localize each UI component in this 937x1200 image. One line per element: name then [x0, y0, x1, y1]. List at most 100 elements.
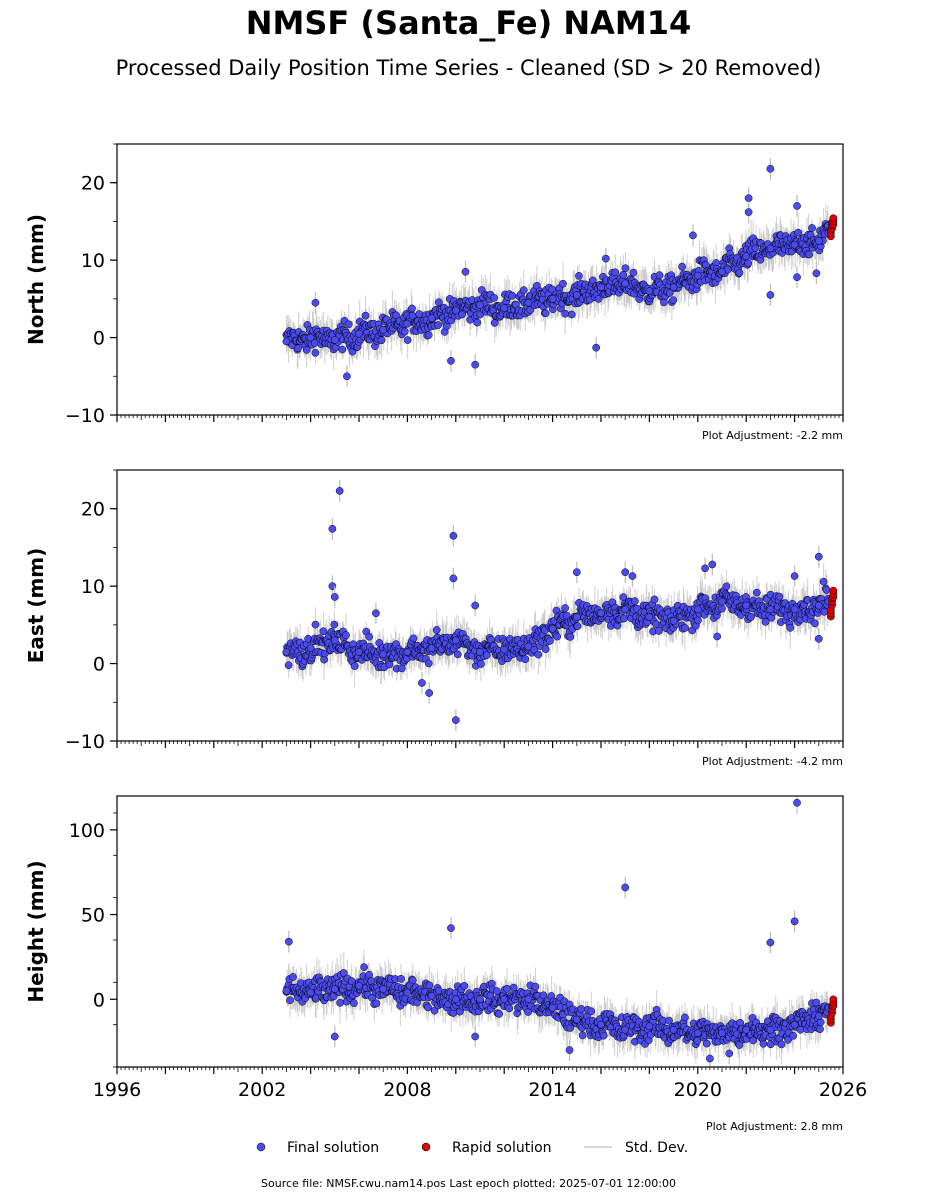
outlier-point — [812, 269, 821, 278]
outlier-point — [425, 689, 434, 697]
final-point — [500, 645, 509, 654]
legend-marker — [256, 1142, 266, 1152]
final-point — [403, 988, 412, 997]
final-point — [451, 995, 460, 1004]
panel-2: −10 0 10 20 East (mm) Plot Adjustment: -4.2 m… — [24, 469, 844, 768]
final-solution-cloud — [282, 220, 832, 357]
final-point — [669, 617, 678, 625]
final-solution-points — [282, 229, 833, 346]
outlier-point — [766, 291, 775, 299]
x-tick-label: 2002 — [238, 1079, 286, 1101]
outlier-point — [766, 938, 775, 947]
final-point — [306, 644, 315, 652]
x-tick-label: 2008 — [383, 1079, 431, 1101]
chart-subtitle: Processed Daily Position Time Series - C… — [115, 56, 822, 80]
source-caption: Source file: NMSF.cwu.nam14.pos Last epo… — [261, 1177, 676, 1190]
final-point — [597, 609, 605, 618]
outlier-points — [328, 480, 823, 731]
outlier-point — [449, 531, 458, 540]
legend-item: Rapid solution — [421, 1140, 552, 1156]
plot-area — [282, 796, 838, 1067]
final-point — [693, 1029, 702, 1037]
x-tick-label: 1996 — [93, 1079, 141, 1101]
final-point — [282, 648, 291, 656]
final-point — [742, 1025, 751, 1034]
outlier-point — [447, 924, 455, 932]
y-tick-label: 20 — [81, 499, 105, 521]
final-point — [355, 981, 363, 990]
outlier-point — [330, 1032, 339, 1041]
final-point — [645, 287, 654, 295]
x-ticks — [116, 415, 844, 422]
legend: Final solution Rapid solution Std. Dev. — [256, 1140, 688, 1156]
legend-marker — [421, 1142, 431, 1152]
outlier-point — [343, 372, 351, 381]
final-point — [645, 613, 654, 621]
y-tick-label: 10 — [81, 250, 105, 272]
plot-adjustment-note: Plot Adjustment: -2.2 mm — [702, 429, 843, 442]
final-point — [282, 337, 291, 346]
final-point — [766, 244, 775, 253]
outlier-point — [689, 231, 697, 240]
outlier-point — [628, 572, 637, 580]
final-point — [693, 271, 702, 280]
outlier-point — [744, 208, 753, 216]
legend-item: Std. Dev. — [584, 1140, 688, 1156]
final-point — [621, 605, 630, 614]
outlier-point — [471, 360, 480, 369]
final-point — [451, 306, 460, 315]
legend-label: Std. Dev. — [625, 1140, 688, 1156]
final-point — [572, 1015, 581, 1024]
y-tick-label: 0 — [93, 654, 105, 676]
final-point — [330, 336, 339, 344]
y-tick-label: −10 — [65, 731, 105, 753]
final-point — [669, 1025, 678, 1034]
final-point — [427, 644, 436, 652]
final-point — [427, 992, 436, 1000]
final-point — [330, 636, 339, 645]
final-point — [355, 648, 363, 656]
outlier-point — [790, 917, 799, 926]
final-point — [718, 267, 726, 276]
final-solution-points — [282, 597, 833, 659]
y-tick-label: 50 — [81, 905, 105, 927]
outlier-point — [471, 601, 480, 610]
final-point — [597, 283, 605, 292]
y-ticks: 0 50 100 — [69, 812, 117, 1068]
final-point — [621, 1025, 630, 1034]
outlier-point — [592, 343, 601, 352]
plot-adjustment-note: Plot Adjustment: -4.2 mm — [702, 755, 843, 768]
legend-label: Rapid solution — [452, 1140, 552, 1156]
outlier-points — [284, 796, 801, 1067]
legend-label: Final solution — [287, 1140, 379, 1156]
rapid-solution-points — [827, 995, 838, 1027]
outlier-point — [335, 487, 344, 495]
rapid-point — [829, 586, 838, 595]
outlier-points — [311, 157, 821, 388]
final-point — [524, 642, 533, 651]
y-tick-label: 0 — [93, 328, 105, 350]
rapid-solution-points — [827, 214, 838, 241]
final-point — [379, 650, 388, 659]
final-point — [427, 314, 436, 323]
outlier-point — [713, 632, 722, 641]
final-point — [766, 1025, 775, 1034]
final-point — [451, 636, 460, 645]
rapid-solution-points — [827, 586, 838, 621]
final-point — [645, 1022, 654, 1031]
final-point — [548, 295, 557, 303]
final-point — [790, 240, 799, 249]
final-point — [669, 283, 678, 292]
outlier-point — [451, 716, 460, 724]
y-tick-label: 10 — [81, 576, 105, 598]
outlier-point — [706, 1054, 714, 1063]
final-point — [766, 605, 775, 614]
final-point — [476, 301, 484, 309]
final-point — [693, 605, 702, 614]
final-point — [790, 605, 799, 614]
final-point — [814, 236, 823, 245]
final-point — [403, 319, 412, 328]
outlier-point — [565, 1046, 574, 1054]
y-tick-label: 0 — [93, 989, 105, 1011]
